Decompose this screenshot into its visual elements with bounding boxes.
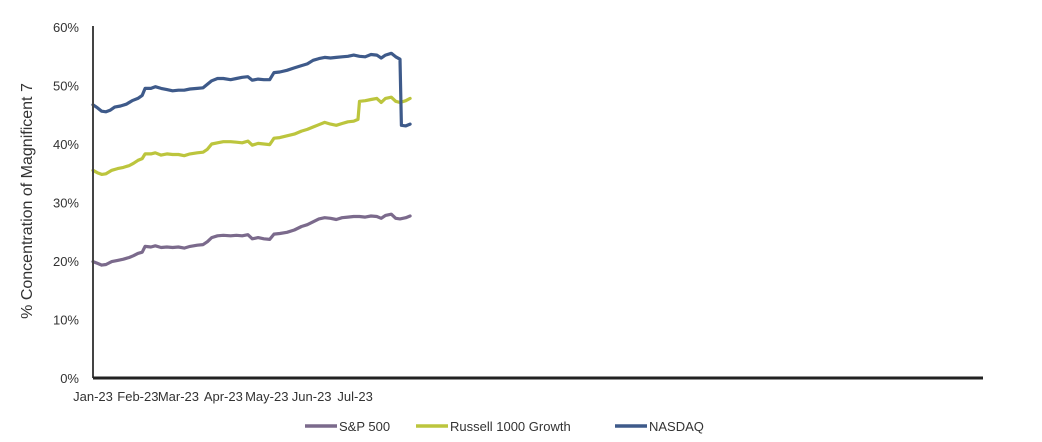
y-tick-label: 10% xyxy=(53,313,79,328)
y-tick-label: 0% xyxy=(60,371,79,386)
y-tick-label: 30% xyxy=(53,196,79,211)
series-line-russell-1000-growth xyxy=(91,95,412,176)
x-tick-label: Jan-23 xyxy=(73,389,113,404)
series-line-s-p-500 xyxy=(91,212,412,267)
legend-label-nasdaq: NASDAQ xyxy=(649,419,704,434)
x-axis-ticks: Jan-23 Feb-23 Mar-23 Apr-23 May-23 Jun-23 Jul-… xyxy=(73,389,373,404)
x-tick-label: Jun-23 xyxy=(292,389,332,404)
y-axis-title: % Concentration of Magnificent 7 xyxy=(19,83,36,319)
x-tick-label: Jul-23 xyxy=(337,389,372,404)
series-layer xyxy=(91,51,412,267)
legend: S&P 500 Russell 1000 Growth NASDAQ xyxy=(305,419,704,434)
y-axis-ticks: 0% 10% 20% 30% 40% 50% 60% xyxy=(53,20,79,386)
legend-label-s-p-500: S&P 500 xyxy=(339,419,390,434)
y-tick-label: 60% xyxy=(53,20,79,35)
x-tick-label: Mar-23 xyxy=(158,389,199,404)
x-tick-label: Apr-23 xyxy=(204,389,243,404)
x-tick-label: Feb-23 xyxy=(117,389,158,404)
legend-label-russell-1000-growth: Russell 1000 Growth xyxy=(450,419,571,434)
y-tick-label: 40% xyxy=(53,137,79,152)
y-tick-label: 20% xyxy=(53,254,79,269)
series-line-nasdaq xyxy=(91,51,412,128)
y-tick-label: 50% xyxy=(53,79,79,94)
x-tick-label: May-23 xyxy=(245,389,288,404)
